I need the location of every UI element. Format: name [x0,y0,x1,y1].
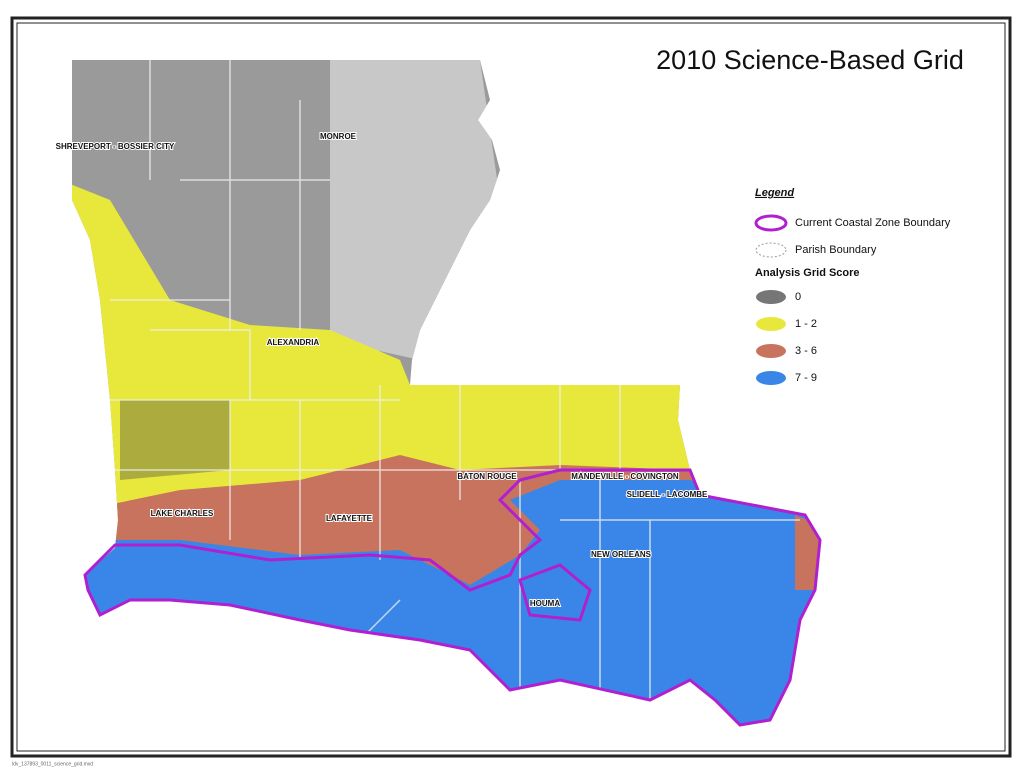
legend-label: 0 [795,291,801,303]
legend: Legend Current Coastal Zone Boundary Par… [754,187,951,385]
mixed-area [120,400,230,480]
legend-swatch [756,371,786,385]
legend-swatch [756,290,786,304]
legend-swatch [756,317,786,331]
city-label: SHREVEPORT - BOSSIER CITY [56,142,175,151]
legend-icon [754,214,788,232]
legend-title: Legend [755,187,794,199]
legend-label: Current Coastal Zone Boundary [795,217,951,229]
coastal-zone-boundary [83,468,822,727]
legend-label: Parish Boundary [795,244,877,256]
city-label: LAFAYETTE [326,514,373,523]
frame-inner [16,22,1006,752]
legend-subtitle: Analysis Grid Score [755,267,860,279]
city-label: BATON ROUGE [457,472,517,481]
legend-label: 3 - 6 [795,345,817,357]
city-label: MONROE [320,132,357,141]
city-label: ALEXANDRIA [267,338,320,347]
score-3-6-area [795,515,820,590]
city-label: LAKE CHARLES [151,509,214,518]
legend-label: 1 - 2 [795,318,817,330]
map-title: 2010 Science-Based Grid [656,45,964,75]
frame [10,16,1012,758]
footer-filename: ldv_137893_0011_science_grid.mxd [12,761,93,767]
legend-label: 7 - 9 [795,372,817,384]
city-label: SLIDELL - LACOMBE [627,490,708,499]
legend-icon [755,242,787,258]
city-label: MANDEVILLE - COVINGTON [571,472,679,481]
delta-lowland [330,60,500,360]
city-label: HOUMA [530,599,560,608]
city-label: NEW ORLEANS [591,550,652,559]
legend-swatch [756,344,786,358]
